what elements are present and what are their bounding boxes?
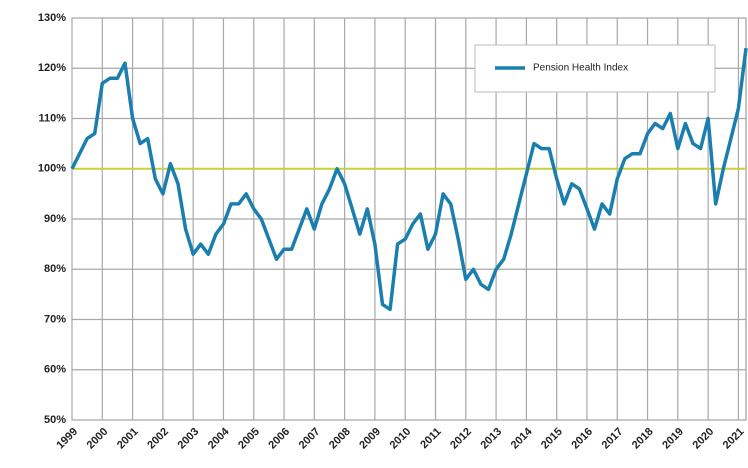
y-tick-label: 130% (38, 12, 66, 24)
x-tick-label: 2020 (691, 426, 717, 452)
x-tick-label: 2005 (236, 426, 262, 452)
y-tick-label: 70% (44, 313, 66, 325)
x-tick-label: 2008 (327, 426, 353, 452)
y-tick-label: 110% (38, 112, 66, 124)
x-tick-label: 1999 (54, 426, 80, 452)
y-tick-label: 80% (44, 263, 66, 275)
x-tick-label: 2007 (297, 426, 323, 452)
x-tick-label: 2012 (448, 426, 474, 452)
x-tick-label: 2015 (539, 426, 565, 452)
x-tick-label: 2019 (660, 426, 686, 452)
data-line (70, 47, 748, 312)
legend-label: Pension Health Index (533, 63, 628, 74)
x-tick-label: 2010 (388, 426, 414, 452)
x-tick-label: 2001 (115, 426, 141, 452)
x-tick-label: 2006 (266, 426, 292, 452)
y-tick-label: 60% (44, 364, 66, 376)
x-tick-label: 2017 (600, 426, 626, 452)
y-tick-label: 90% (44, 213, 66, 225)
x-tick-label: 2003 (176, 426, 202, 452)
x-tick-label: 2013 (478, 426, 504, 452)
x-tick-label: 2002 (145, 426, 171, 452)
x-tick-label: 2000 (85, 426, 111, 452)
x-tick-label: 2009 (357, 426, 383, 452)
y-tick-label: 120% (38, 62, 66, 74)
x-tick-label: 2011 (418, 426, 443, 451)
x-tick-label: 2021 (721, 426, 747, 452)
x-tick-label: 2018 (630, 426, 656, 452)
y-tick-label: 50% (44, 414, 66, 426)
x-tick-label: 2016 (569, 426, 595, 452)
y-tick-label: 100% (38, 163, 66, 175)
x-tick-label: 2014 (509, 425, 535, 451)
x-tick-label: 2004 (206, 425, 232, 451)
